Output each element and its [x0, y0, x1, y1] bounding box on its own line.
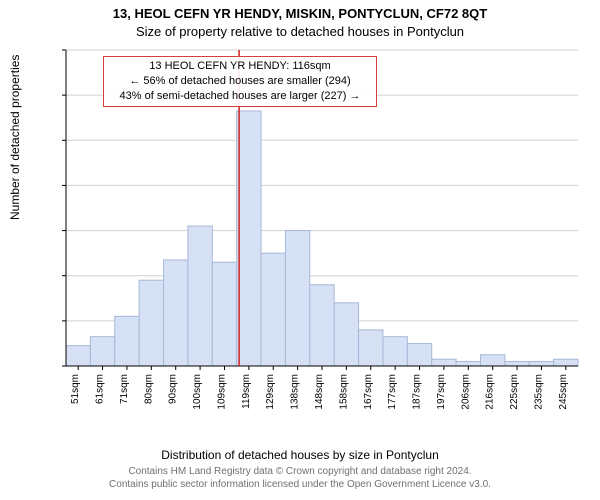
svg-text:235sqm: 235sqm: [533, 374, 544, 410]
svg-text:187sqm: 187sqm: [412, 374, 423, 410]
annotation-line1: 13 HEOL CEFN YR HENDY: 116sqm: [110, 59, 370, 74]
chart-title-description: Size of property relative to detached ho…: [0, 24, 600, 39]
svg-text:158sqm: 158sqm: [338, 374, 349, 410]
svg-text:138sqm: 138sqm: [290, 374, 301, 410]
svg-text:80sqm: 80sqm: [143, 374, 154, 404]
svg-text:167sqm: 167sqm: [363, 374, 374, 410]
svg-text:177sqm: 177sqm: [387, 374, 398, 410]
footer-line2: Contains public sector information licen…: [109, 479, 491, 490]
annotation-line2: ← 56% of detached houses are smaller (29…: [110, 74, 370, 89]
footer-attribution: Contains HM Land Registry data © Crown c…: [0, 466, 600, 491]
svg-text:51sqm: 51sqm: [70, 374, 81, 404]
svg-text:129sqm: 129sqm: [265, 374, 276, 410]
annotation-line3: 43% of semi-detached houses are larger (…: [110, 89, 370, 104]
svg-text:216sqm: 216sqm: [485, 374, 496, 410]
x-axis-label: Distribution of detached houses by size …: [0, 448, 600, 462]
svg-text:206sqm: 206sqm: [460, 374, 471, 410]
svg-text:100sqm: 100sqm: [192, 374, 203, 410]
svg-text:197sqm: 197sqm: [436, 374, 447, 410]
svg-text:71sqm: 71sqm: [119, 374, 130, 404]
chart-title-address: 13, HEOL CEFN YR HENDY, MISKIN, PONTYCLU…: [0, 6, 600, 21]
svg-text:109sqm: 109sqm: [216, 374, 227, 410]
y-axis-label: Number of detached properties: [8, 55, 22, 220]
chart-container: 13, HEOL CEFN YR HENDY, MISKIN, PONTYCLU…: [0, 0, 600, 500]
svg-text:119sqm: 119sqm: [241, 374, 252, 409]
annotation-callout: 13 HEOL CEFN YR HENDY: 116sqm ← 56% of d…: [103, 56, 377, 107]
svg-text:245sqm: 245sqm: [558, 374, 569, 410]
footer-line1: Contains HM Land Registry data © Crown c…: [128, 466, 471, 477]
svg-text:61sqm: 61sqm: [95, 374, 106, 404]
svg-text:90sqm: 90sqm: [168, 374, 179, 404]
svg-text:148sqm: 148sqm: [314, 374, 325, 410]
svg-text:225sqm: 225sqm: [509, 374, 520, 410]
